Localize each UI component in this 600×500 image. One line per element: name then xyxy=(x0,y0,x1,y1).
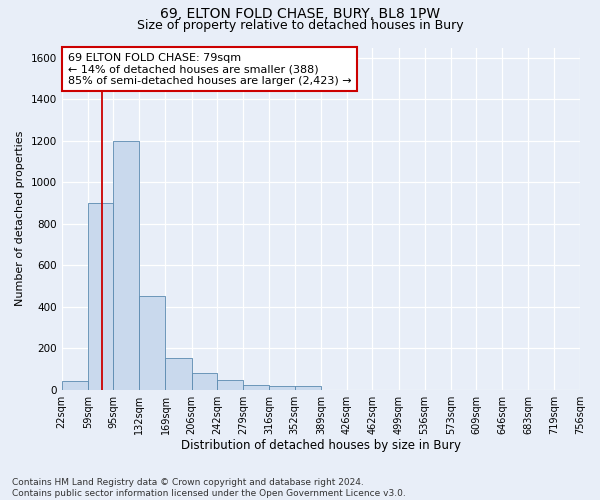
Bar xyxy=(139,296,166,390)
Text: 69, ELTON FOLD CHASE, BURY, BL8 1PW: 69, ELTON FOLD CHASE, BURY, BL8 1PW xyxy=(160,8,440,22)
Bar xyxy=(62,382,88,390)
Bar xyxy=(191,373,217,390)
Bar xyxy=(295,386,321,390)
Bar xyxy=(113,141,139,390)
Bar xyxy=(243,384,269,390)
Bar xyxy=(217,380,243,390)
X-axis label: Distribution of detached houses by size in Bury: Distribution of detached houses by size … xyxy=(181,440,461,452)
Text: 69 ELTON FOLD CHASE: 79sqm
← 14% of detached houses are smaller (388)
85% of sem: 69 ELTON FOLD CHASE: 79sqm ← 14% of deta… xyxy=(68,52,352,86)
Text: Contains HM Land Registry data © Crown copyright and database right 2024.
Contai: Contains HM Land Registry data © Crown c… xyxy=(12,478,406,498)
Text: Size of property relative to detached houses in Bury: Size of property relative to detached ho… xyxy=(137,19,463,32)
Bar xyxy=(269,386,295,390)
Y-axis label: Number of detached properties: Number of detached properties xyxy=(15,131,25,306)
Bar xyxy=(88,203,113,390)
Bar xyxy=(166,358,191,390)
